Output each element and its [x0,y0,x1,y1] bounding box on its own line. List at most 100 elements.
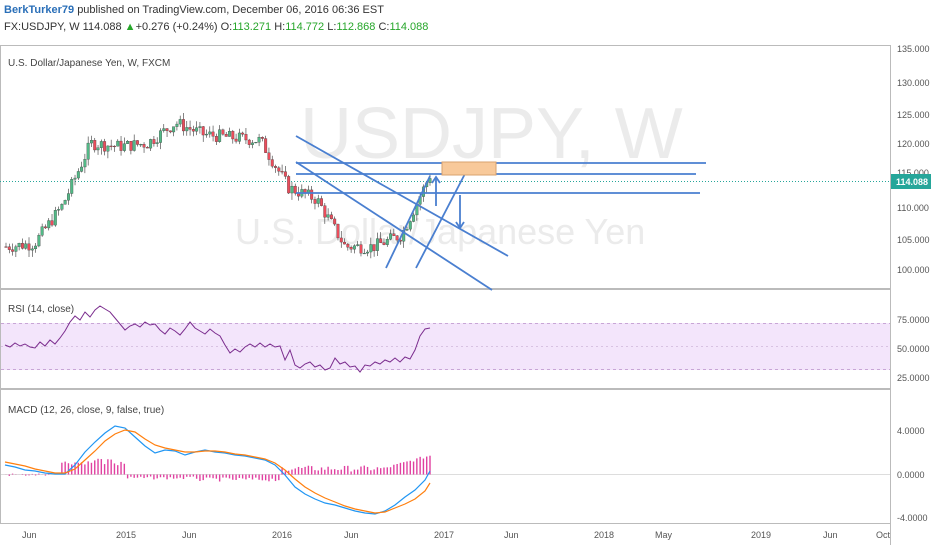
candle-body [333,218,337,225]
time-label: May [655,530,673,540]
up-arrow-icon [431,175,441,184]
macd-histogram-bar [261,474,264,481]
candle-body [313,199,317,204]
macd-histogram-bar [317,470,319,475]
candle-body [356,244,360,246]
macd-histogram-bar [228,474,231,479]
candle-body [283,171,287,177]
macd-histogram-bar [333,469,336,475]
candle-body [349,247,353,250]
macd-histogram-bar [248,474,250,478]
macd-histogram-bar [90,462,93,475]
macd-histogram-bar [373,469,375,475]
macd-histogram-bar [94,460,96,475]
macd-histogram-bar [426,456,428,475]
rising-trendline-1[interactable] [385,175,431,269]
rising-trendline-2[interactable] [415,167,469,269]
time-label: 2016 [272,530,292,540]
macd-histogram-bar [189,474,191,477]
current-price-tag [891,174,931,189]
candle-body [4,246,8,248]
time-label: Jun [22,530,37,540]
macd-histogram-bar [133,474,135,478]
rsi-tick: 50.0000 [897,344,930,354]
candle-body [175,123,179,127]
macd-histogram-bar [258,474,260,480]
macd-histogram-bar [383,467,385,475]
candle-body [76,171,80,179]
candle-body [267,152,271,160]
macd-histogram-bar [409,460,411,475]
candle-body [132,140,136,151]
time-axis[interactable]: Jun 2015 Jun 2016 Jun 2017 Jun 2018 May … [22,530,891,540]
macd-histogram-bar [182,474,185,480]
macd-histogram-bar [202,474,204,481]
macd-histogram-bar [159,474,162,478]
macd-tick: -4.0000 [897,513,928,523]
candle-body [168,130,172,133]
trendline-channel-lower[interactable] [295,161,493,291]
macd-histogram-bar [271,474,273,479]
candle-body [251,142,254,145]
candle-body [37,235,41,247]
candle-body [408,221,412,230]
macd-histogram-bar [136,474,139,478]
time-label: Oct [876,530,891,540]
time-label: 2019 [751,530,771,540]
candle-body [50,220,54,226]
macd-histogram-bar [48,473,50,475]
candle-body [109,145,113,147]
candle-body [320,198,323,206]
candle-body [43,226,47,229]
macd-histogram-bar [386,467,388,475]
candle-body [395,235,399,241]
macd-histogram-bar [61,462,63,475]
candle-body [310,189,314,200]
macd-histogram-bar [376,467,379,475]
macd-histogram-bar [389,467,392,475]
macd-histogram-bar [156,474,158,479]
price-axis[interactable]: 135.000 130.000 125.000 120.000 115.000 … [897,44,930,275]
macd-histogram-bar [370,470,372,475]
macd-histogram-bar [301,468,303,475]
candle-body [257,137,261,143]
macd-line [4,425,431,515]
candle-body [329,214,333,220]
macd-histogram-bar [366,466,369,475]
trendline-channel-upper[interactable] [295,135,509,257]
price-tick: 135.000 [897,44,930,54]
macd-axis[interactable]: 4.0000 0.0000 -4.0000 [897,426,928,523]
candle-body [142,144,146,148]
macd-histogram-bar [350,471,352,475]
candle-body [254,142,258,144]
target-zone-box[interactable] [441,161,497,176]
candle-body [346,243,350,248]
watermark-symbol: USDJPY, W [300,94,683,174]
author-link[interactable]: BerkTurker79 [4,4,75,16]
macd-histogram-bar [314,470,316,475]
candle-body [86,142,90,160]
macd-histogram-bar [172,474,175,479]
macd-histogram-bar [360,466,362,475]
macd-histogram-bar [274,474,277,482]
macd-tick: 4.0000 [897,426,925,436]
trendline-drawings[interactable] [295,135,706,291]
rsi-axis[interactable]: 75.0000 50.0000 25.0000 [897,315,930,383]
candle-body [27,243,31,251]
candle-body [260,137,264,139]
macd-histogram-bar [130,474,132,477]
macd-histogram-bar [25,474,27,476]
macd-histogram-bar [343,465,346,475]
candle-body [80,166,84,172]
macd-histogram-bar [297,466,300,475]
candle-body [90,140,93,144]
macd-histogram-bar [34,474,37,476]
candle-body [83,159,87,168]
candle-body [159,130,162,143]
macd-histogram-bar [291,469,293,475]
candle-body [162,128,166,131]
macd-histogram-bar [245,474,247,480]
candle-body [375,238,379,251]
down-arrow-icon [455,221,465,230]
